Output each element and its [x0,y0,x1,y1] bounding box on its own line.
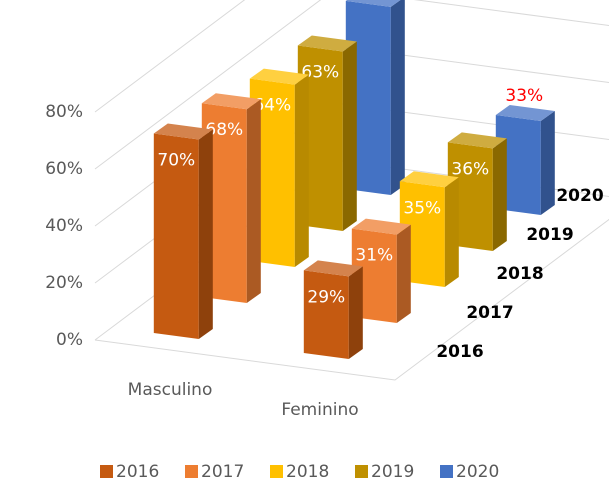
bar-top [399,171,459,188]
value-label: 68% [205,120,243,140]
bar [201,93,261,303]
value-label: 35% [403,198,441,218]
x-tick-label: Masculino [128,380,213,400]
bar [351,218,411,323]
legend-swatch [185,465,198,478]
bar-front [297,45,343,232]
legend-swatch [100,465,113,478]
y-tick-label: 0% [56,330,83,350]
x-tick-label: Feminino [281,400,358,420]
legend-swatch [270,465,283,478]
bar-side [540,110,555,215]
bar [249,68,309,267]
grid-line [94,0,609,170]
depth-label: 2019 [526,225,573,245]
bar-front [447,142,493,251]
bar [495,104,555,215]
bar-side [198,129,213,339]
bar [447,132,507,251]
grid-line [94,0,246,113]
value-label: 29% [307,287,345,307]
depth-label: 2017 [466,303,513,323]
bar-top [201,93,261,110]
legend-label: 2018 [286,462,329,482]
legend-label: 2019 [371,462,414,482]
value-label: 36% [451,159,489,179]
y-tick-label: 60% [45,159,83,179]
bar-top [447,132,507,149]
depth-label: 2016 [436,342,483,362]
bar-side [294,74,309,267]
bar-front [399,181,445,287]
value-label: 63% [301,62,339,82]
bar-top [303,260,363,277]
bar-front [303,270,349,359]
bar-front [249,78,295,267]
bar-top [153,123,213,140]
legend-label: 2020 [456,462,499,482]
value-label: 70% [157,151,195,171]
legend-swatch [355,465,368,478]
bar [303,260,363,359]
bar-side [444,177,459,287]
bar-front [351,228,397,323]
depth-label: 2018 [496,264,543,284]
bar-side [246,99,261,303]
bar-front [153,133,199,339]
bar-top [495,104,555,121]
legend-label: 2016 [116,462,159,482]
bar-side [390,0,405,195]
bar [153,123,213,339]
bar-side [492,138,507,251]
value-label: 64% [253,96,291,116]
y-tick-label: 80% [45,102,83,122]
bar [297,35,357,232]
bar-front [495,114,541,215]
legend-swatch [440,465,453,478]
bar-top [249,68,309,85]
bar-top [351,218,411,235]
bar [345,0,405,196]
bar-top [345,0,401,7]
floor-edge [94,218,609,381]
bar-front [201,103,247,303]
bar [399,171,459,287]
value-label: 31% [355,246,393,266]
value-label: 33% [505,86,543,106]
bar-side [348,266,363,359]
bar-side [342,41,357,232]
legend-label: 2017 [201,462,244,482]
bar-front [345,0,391,196]
bar-top [297,35,357,52]
depth-label: 2020 [556,186,603,206]
bar-side [396,224,411,323]
y-tick-label: 40% [45,216,83,236]
y-tick-label: 20% [45,273,83,293]
